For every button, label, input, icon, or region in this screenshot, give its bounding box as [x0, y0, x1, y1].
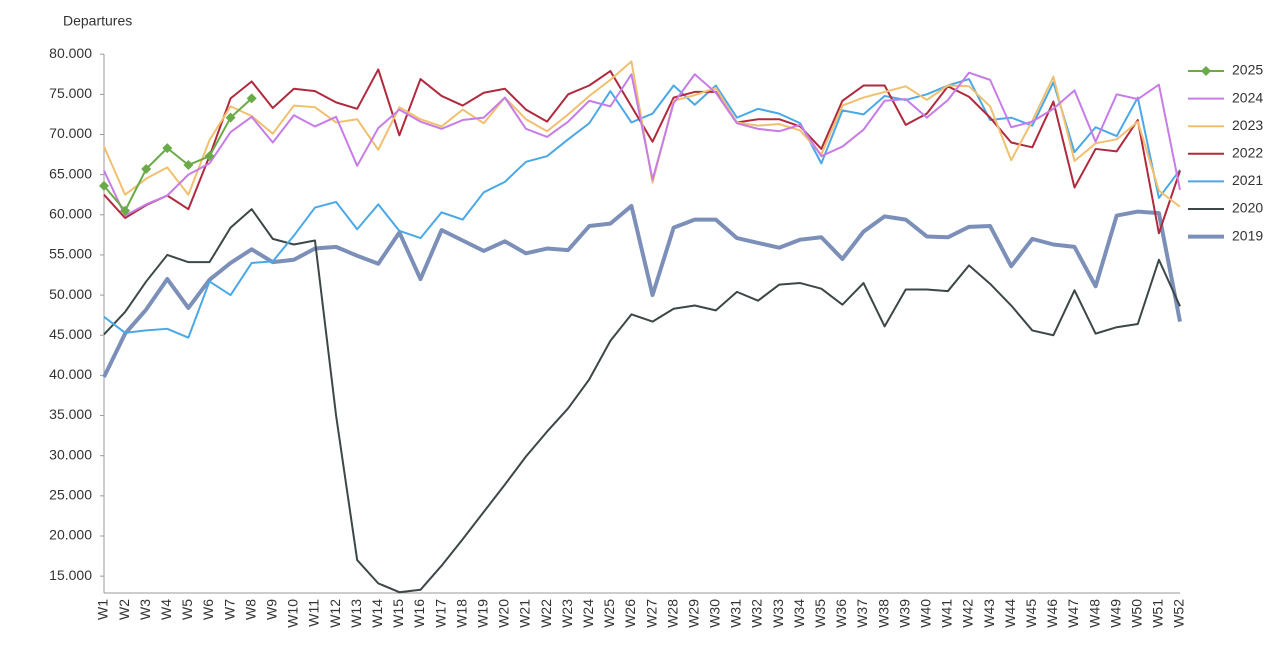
legend-label: 2021 [1232, 172, 1263, 188]
series-line [103, 68, 1181, 235]
x-tick-label: W11 [306, 599, 322, 627]
x-tick-label: W38 [875, 599, 891, 628]
x-tick-label: W34 [791, 599, 807, 628]
y-tick-label: 35.000 [49, 406, 92, 422]
x-tick-label: W21 [517, 599, 533, 628]
legend-label: 2020 [1232, 200, 1263, 216]
legend-label: 2022 [1232, 145, 1263, 161]
y-tick-label: 80.000 [49, 45, 92, 61]
x-tick-label: W28 [664, 599, 680, 628]
y-tick-label: 30.000 [49, 446, 92, 462]
legend-label: 2023 [1232, 117, 1263, 133]
y-tick-label: 70.000 [49, 125, 92, 141]
y-tick-label: 60.000 [49, 205, 92, 221]
x-tick-label: W37 [854, 599, 870, 628]
x-tick-label: W16 [411, 599, 427, 628]
x-tick-label: W12 [327, 599, 343, 628]
x-tick-label: W41 [939, 599, 955, 628]
x-tick-label: W9 [263, 599, 279, 620]
y-tick-label: 45.000 [49, 326, 92, 342]
x-tick-label: W26 [622, 599, 638, 628]
y-tick-label: 25.000 [49, 487, 92, 503]
point-marker [141, 164, 152, 175]
x-tick-label: W10 [285, 599, 301, 628]
x-tick-label: W32 [749, 599, 765, 628]
series-line [103, 71, 1181, 217]
point-marker [246, 93, 257, 104]
legend-label: 2019 [1232, 227, 1263, 243]
y-tick-label: 15.000 [49, 567, 92, 583]
y-axis-title: Departures [63, 13, 132, 29]
x-tick-label: W29 [685, 599, 701, 628]
x-tick-label: W50 [1129, 599, 1145, 628]
point-marker [99, 180, 109, 191]
point-marker [225, 112, 236, 123]
x-tick-label: W27 [643, 599, 659, 628]
x-tick-label: W24 [580, 599, 596, 628]
x-tick-label: W43 [981, 599, 997, 628]
y-tick-label: 50.000 [49, 286, 92, 302]
y-tick-label: 20.000 [49, 527, 92, 543]
x-tick-label: W39 [896, 599, 912, 628]
series-line [102, 203, 1182, 378]
x-tick-label: W48 [1086, 599, 1102, 628]
x-tick-label: W25 [601, 599, 617, 628]
x-tick-label: W17 [432, 599, 448, 628]
legend-label: 2025 [1232, 62, 1263, 78]
x-tick-label: W2 [116, 599, 132, 620]
y-tick-label: 55.000 [49, 246, 92, 262]
y-tick-label: 40.000 [49, 366, 92, 382]
x-tick-label: W1 [95, 599, 111, 620]
x-tick-label: W22 [538, 599, 554, 628]
x-tick-label: W45 [1023, 599, 1039, 628]
x-tick-label: W14 [369, 599, 385, 628]
legend-marker [1201, 66, 1211, 76]
x-tick-label: W42 [960, 599, 976, 628]
x-tick-label: W7 [221, 599, 237, 620]
point-marker [162, 143, 173, 154]
point-marker [183, 160, 194, 171]
legend-label: 2024 [1232, 89, 1263, 105]
x-tick-label: W40 [918, 599, 934, 628]
x-tick-label: W5 [179, 599, 195, 620]
x-tick-label: W36 [833, 599, 849, 628]
x-tick-label: W18 [453, 599, 469, 628]
series-line [103, 208, 1181, 594]
x-tick-label: W30 [707, 599, 723, 628]
x-tick-label: W20 [496, 599, 512, 628]
x-tick-label: W52 [1171, 599, 1187, 628]
x-tick-label: W23 [559, 599, 575, 628]
series-line [103, 97, 253, 212]
x-tick-label: W6 [200, 599, 216, 620]
x-tick-label: W4 [158, 599, 174, 620]
x-tick-label: W35 [812, 599, 828, 628]
point-marker [204, 151, 215, 162]
x-tick-label: W33 [770, 599, 786, 628]
x-tick-label: W51 [1150, 599, 1166, 628]
x-tick-label: W31 [728, 599, 744, 628]
y-tick-label: 75.000 [49, 85, 92, 101]
x-tick-label: W3 [137, 599, 153, 620]
x-tick-label: W46 [1044, 599, 1060, 628]
point-marker [120, 205, 131, 216]
x-tick-label: W15 [390, 599, 406, 628]
x-tick-label: W47 [1065, 599, 1081, 628]
x-tick-label: W19 [474, 599, 490, 628]
x-tick-label: W13 [348, 599, 364, 628]
y-tick-label: 65.000 [49, 165, 92, 181]
x-tick-label: W49 [1107, 599, 1123, 628]
x-tick-label: W44 [1002, 599, 1018, 628]
x-tick-label: W8 [242, 599, 258, 620]
